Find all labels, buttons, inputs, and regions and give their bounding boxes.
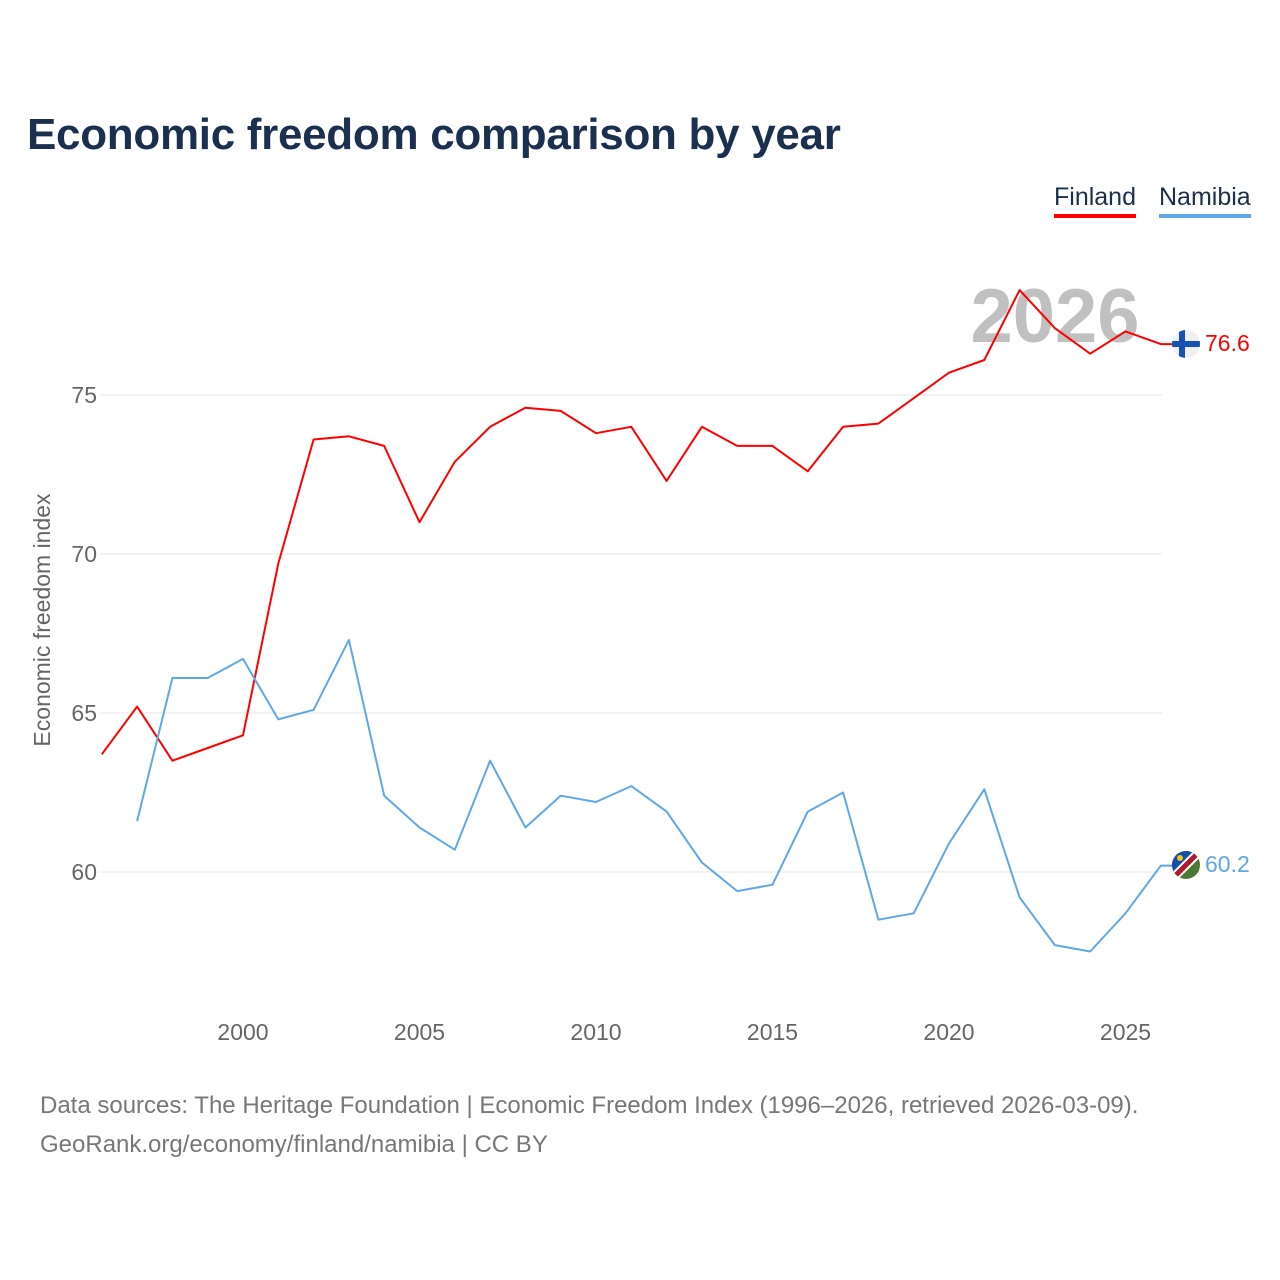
y-tick-label: 70 (71, 541, 97, 567)
namibia-end-label: 60.2 (1205, 851, 1250, 877)
attribution-link[interactable]: GeoRank.org/economy/finland/namibia | CC… (40, 1131, 548, 1158)
y-tick-label: 60 (71, 859, 97, 885)
series-line-finland (100, 289, 1172, 762)
chart-title: Economic freedom comparison by year (27, 110, 841, 159)
data-source-text: Data sources: The Heritage Foundation | … (40, 1092, 1139, 1119)
y-axis-label: Economic freedom index (29, 493, 55, 747)
x-tick-label: 2025 (1100, 1019, 1151, 1045)
legend-namibia[interactable]: Namibia (1159, 183, 1251, 218)
series-line-namibia (136, 638, 1172, 953)
x-tick-label: 2020 (923, 1019, 974, 1045)
legend-finland[interactable]: Finland (1054, 183, 1136, 218)
x-tick-label: 2010 (570, 1019, 621, 1045)
finland-end-label: 76.6 (1205, 330, 1250, 356)
finland-flag-icon (1172, 330, 1200, 358)
year-watermark: 2026 (970, 274, 1139, 359)
x-tick-label: 2005 (394, 1019, 445, 1045)
x-tick-label: 2000 (217, 1019, 268, 1045)
x-tick-label: 2015 (747, 1019, 798, 1045)
namibia-flag-icon (1172, 851, 1200, 879)
y-tick-label: 65 (71, 700, 97, 726)
y-tick-label: 75 (71, 382, 97, 408)
footer: Data sources: The Heritage Foundation | … (40, 1086, 1138, 1164)
